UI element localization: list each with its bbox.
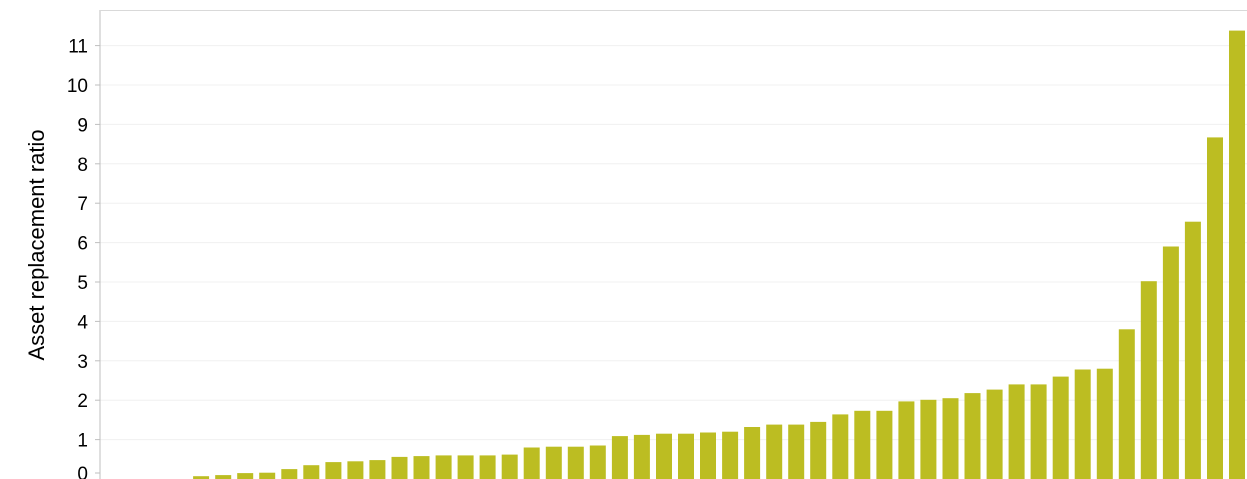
y-tick-label: 7	[77, 194, 88, 215]
y-tick-label: 3	[77, 352, 88, 373]
y-tick-label: 4	[77, 312, 88, 333]
y-tick-label: 10	[67, 76, 88, 97]
bar	[1184, 221, 1201, 479]
bar	[237, 473, 254, 479]
bar	[898, 401, 915, 479]
bar	[810, 421, 827, 479]
y-tick-label: 0	[77, 464, 88, 479]
bar	[303, 465, 320, 479]
bar	[435, 455, 452, 479]
bar	[1030, 384, 1047, 479]
bar	[832, 414, 849, 479]
bar	[656, 433, 672, 479]
bar	[1074, 369, 1091, 479]
bar	[1140, 281, 1157, 479]
bar	[964, 393, 981, 479]
bar	[413, 456, 430, 479]
y-tick-label: 1	[77, 431, 88, 452]
bar	[391, 456, 408, 479]
y-tick-label: 2	[77, 391, 88, 412]
bar	[325, 462, 342, 479]
bar	[788, 424, 805, 479]
gridlines	[100, 45, 1247, 441]
bar	[876, 410, 893, 479]
y-tick-label: 11	[68, 37, 88, 58]
bar	[1052, 376, 1069, 479]
bar	[1096, 368, 1113, 479]
bar	[589, 445, 606, 479]
bar	[501, 454, 518, 479]
bar	[854, 410, 871, 479]
bars	[193, 30, 1245, 479]
y-tick-labels: 0 1 2 3 4 5 6 7 8 9 10 11	[67, 37, 100, 479]
bar	[259, 472, 276, 479]
bar	[479, 455, 496, 479]
bar	[722, 431, 739, 479]
bar	[942, 398, 959, 479]
y-axis-title: Asset replacement ratio	[24, 129, 49, 360]
bar	[1207, 137, 1223, 479]
y-tick-label: 6	[77, 234, 88, 255]
bar	[369, 460, 386, 479]
bar	[545, 446, 562, 479]
bar	[523, 447, 540, 479]
bar	[1229, 30, 1245, 479]
bar	[193, 476, 210, 479]
bar	[986, 389, 1003, 479]
bar	[215, 475, 232, 479]
y-tick-label: 5	[77, 273, 88, 294]
bar	[766, 424, 783, 479]
bar	[1162, 246, 1179, 479]
bar	[1008, 384, 1025, 479]
bar	[678, 433, 694, 479]
bar	[920, 399, 937, 479]
bar	[611, 436, 628, 479]
bar	[633, 434, 650, 479]
bar	[567, 446, 584, 479]
bar	[744, 427, 761, 479]
bar	[1118, 329, 1135, 479]
bar	[347, 461, 364, 479]
bar	[281, 469, 298, 479]
y-tick-label: 9	[77, 115, 88, 136]
bar	[457, 455, 474, 479]
y-tick-label: 8	[77, 155, 88, 176]
bar	[700, 432, 716, 479]
